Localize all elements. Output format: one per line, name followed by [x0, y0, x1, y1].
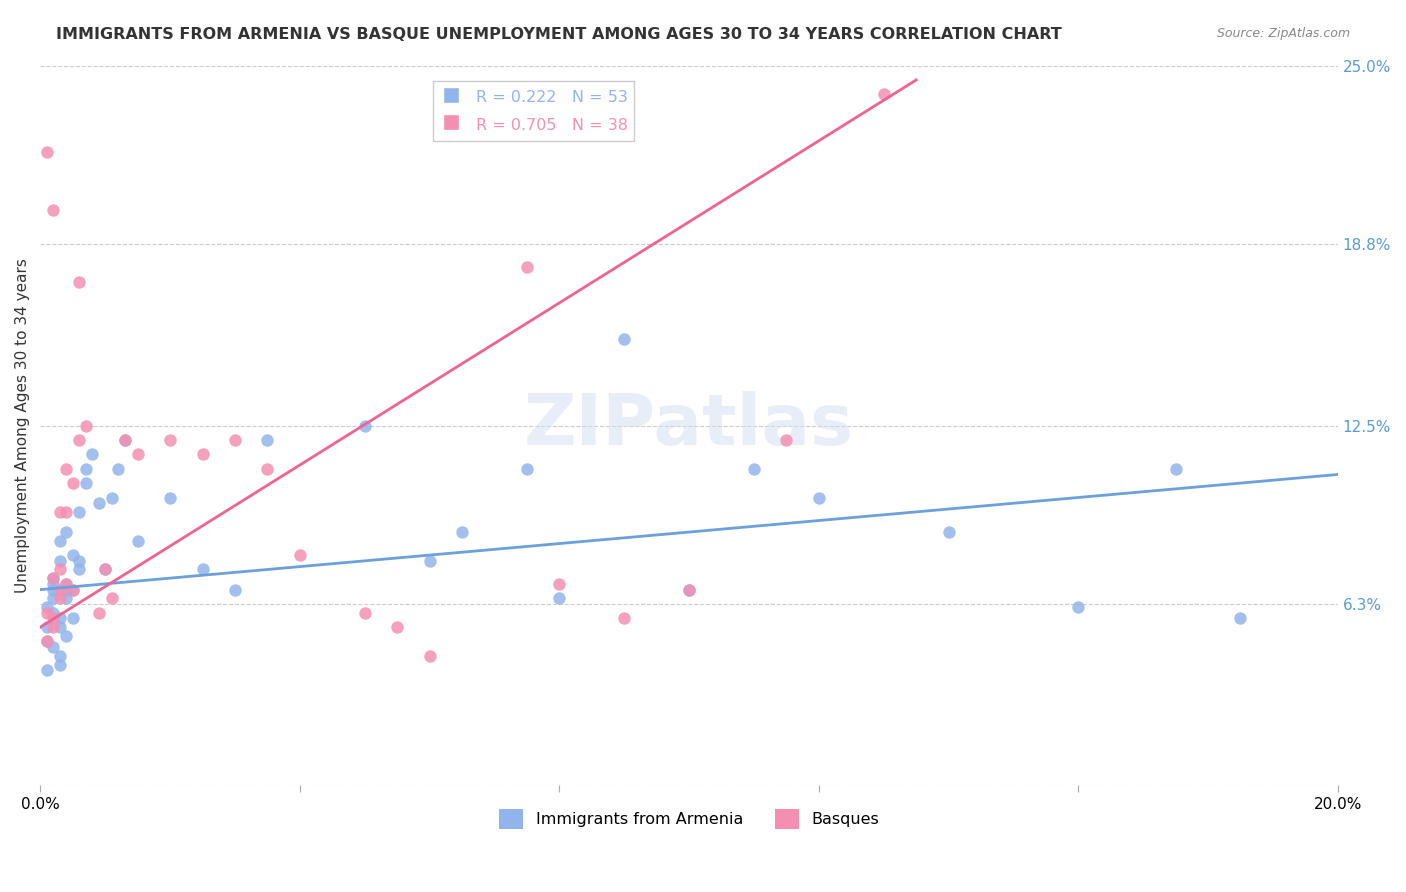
- Point: [49, 657, 72, 672]
- Point: [107, 461, 129, 475]
- Point: [159, 491, 181, 505]
- Point: [87, 606, 110, 620]
- Point: [224, 582, 246, 597]
- Point: [548, 591, 571, 606]
- Text: Source: ZipAtlas.com: Source: ZipAtlas.com: [1216, 27, 1350, 40]
- Point: [55, 461, 77, 475]
- Point: [288, 548, 311, 562]
- Point: [100, 591, 122, 606]
- Point: [67, 554, 90, 568]
- Point: [42, 582, 65, 597]
- Point: [516, 461, 538, 475]
- Point: [49, 648, 72, 663]
- Point: [55, 577, 77, 591]
- Point: [35, 606, 58, 620]
- Point: [55, 577, 77, 591]
- Point: [419, 554, 441, 568]
- Point: [127, 533, 149, 548]
- Point: [42, 611, 65, 625]
- Text: ZIPatlas: ZIPatlas: [524, 391, 855, 460]
- Point: [67, 505, 90, 519]
- Point: [613, 611, 636, 625]
- Point: [1229, 611, 1251, 625]
- Point: [35, 663, 58, 677]
- Point: [75, 476, 97, 491]
- Point: [159, 433, 181, 447]
- Point: [94, 562, 117, 576]
- Point: [55, 505, 77, 519]
- Point: [49, 591, 72, 606]
- Point: [62, 582, 84, 597]
- Point: [62, 582, 84, 597]
- Point: [67, 562, 90, 576]
- Text: IMMIGRANTS FROM ARMENIA VS BASQUE UNEMPLOYMENT AMONG AGES 30 TO 34 YEARS CORRELA: IMMIGRANTS FROM ARMENIA VS BASQUE UNEMPL…: [56, 27, 1062, 42]
- Point: [224, 433, 246, 447]
- Point: [451, 524, 474, 539]
- Point: [42, 577, 65, 591]
- Point: [742, 461, 765, 475]
- Point: [353, 418, 375, 433]
- Point: [548, 577, 571, 591]
- Point: [94, 562, 117, 576]
- Point: [49, 620, 72, 634]
- Point: [82, 447, 104, 461]
- Point: [49, 582, 72, 597]
- Point: [938, 524, 960, 539]
- Point: [62, 611, 84, 625]
- Point: [256, 433, 278, 447]
- Point: [35, 634, 58, 648]
- Point: [62, 548, 84, 562]
- Point: [127, 447, 149, 461]
- Point: [67, 433, 90, 447]
- Point: [49, 554, 72, 568]
- Point: [191, 447, 214, 461]
- Point: [49, 562, 72, 576]
- Point: [100, 491, 122, 505]
- Point: [613, 332, 636, 346]
- Point: [49, 533, 72, 548]
- Point: [42, 571, 65, 585]
- Point: [873, 87, 896, 102]
- Point: [114, 433, 136, 447]
- Point: [775, 433, 797, 447]
- Point: [75, 461, 97, 475]
- Point: [42, 620, 65, 634]
- Y-axis label: Unemployment Among Ages 30 to 34 years: Unemployment Among Ages 30 to 34 years: [15, 258, 30, 593]
- Point: [35, 599, 58, 614]
- Point: [55, 524, 77, 539]
- Point: [42, 571, 65, 585]
- Point: [42, 202, 65, 217]
- Point: [1067, 599, 1090, 614]
- Point: [87, 496, 110, 510]
- Point: [67, 275, 90, 289]
- Point: [807, 491, 830, 505]
- Point: [516, 260, 538, 275]
- Point: [62, 476, 84, 491]
- Legend: Immigrants from Armenia, Basques: Immigrants from Armenia, Basques: [492, 803, 886, 835]
- Point: [49, 611, 72, 625]
- Point: [191, 562, 214, 576]
- Point: [42, 606, 65, 620]
- Point: [678, 582, 700, 597]
- Point: [55, 629, 77, 643]
- Point: [385, 620, 408, 634]
- Point: [75, 418, 97, 433]
- Point: [1164, 461, 1187, 475]
- Point: [49, 505, 72, 519]
- Point: [55, 582, 77, 597]
- Point: [35, 145, 58, 159]
- Point: [114, 433, 136, 447]
- Point: [256, 461, 278, 475]
- Point: [42, 640, 65, 655]
- Point: [419, 648, 441, 663]
- Point: [678, 582, 700, 597]
- Point: [35, 634, 58, 648]
- Point: [55, 591, 77, 606]
- Point: [35, 620, 58, 634]
- Point: [42, 591, 65, 606]
- Point: [353, 606, 375, 620]
